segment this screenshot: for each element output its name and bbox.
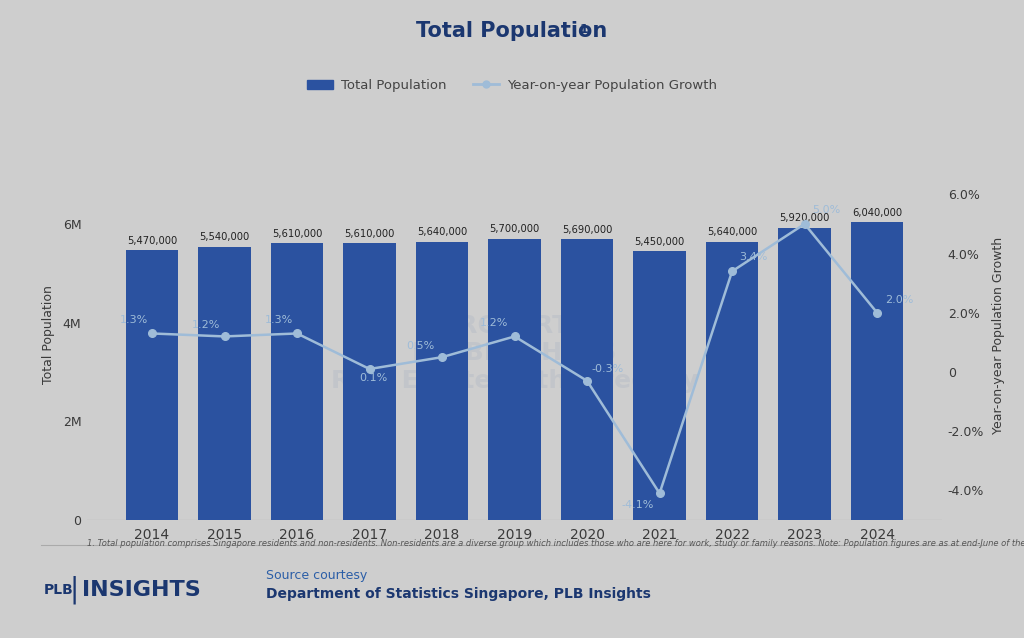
Text: 5,610,000: 5,610,000 (344, 229, 394, 239)
Bar (561, 239, 613, 520)
Text: 1.2%: 1.2% (480, 318, 509, 328)
Text: 5,610,000: 5,610,000 (271, 229, 323, 239)
Legend: Total Population, Year-on-year Population Growth: Total Population, Year-on-year Populatio… (301, 73, 723, 97)
Text: INSIGHTS: INSIGHTS (82, 580, 201, 600)
Text: 5,470,000: 5,470,000 (127, 235, 177, 246)
Text: 1.3%: 1.3% (120, 315, 148, 325)
Text: Department of Statistics Singapore, PLB Insights: Department of Statistics Singapore, PLB … (266, 587, 651, 601)
Bar (416, 242, 468, 520)
Text: 5,700,000: 5,700,000 (489, 225, 540, 234)
Text: 0.5%: 0.5% (407, 341, 434, 351)
Text: 5,640,000: 5,640,000 (417, 227, 467, 237)
Bar (488, 239, 541, 520)
Text: 6,040,000: 6,040,000 (852, 207, 902, 218)
Text: 5,690,000: 5,690,000 (562, 225, 612, 235)
Text: 5,920,000: 5,920,000 (779, 214, 829, 223)
Y-axis label: Year-on-year Population Growth: Year-on-year Population Growth (992, 237, 1006, 433)
Bar (706, 242, 758, 520)
Text: 3.4%: 3.4% (739, 253, 768, 262)
Text: 5,640,000: 5,640,000 (707, 227, 757, 237)
Bar (126, 250, 178, 520)
Text: |: | (69, 576, 79, 604)
Bar (199, 247, 251, 520)
Text: 2.0%: 2.0% (885, 295, 913, 306)
Bar (778, 228, 830, 520)
Text: -0.3%: -0.3% (591, 364, 624, 375)
Y-axis label: Total Population: Total Population (42, 286, 54, 384)
Text: Source courtesy: Source courtesy (266, 569, 368, 582)
Bar (271, 243, 324, 520)
Text: 0.1%: 0.1% (359, 373, 387, 383)
Bar (851, 222, 903, 520)
Text: PROPERTY
MR BROTHERS
Real Estate With Integrity: PROPERTY MR BROTHERS Real Estate With In… (331, 314, 698, 393)
Text: Total Population: Total Population (417, 22, 607, 41)
Text: 1: 1 (580, 24, 589, 36)
Text: 5,540,000: 5,540,000 (200, 232, 250, 242)
Text: -4.1%: -4.1% (622, 500, 654, 510)
Bar (634, 251, 686, 520)
Text: 1.3%: 1.3% (265, 315, 293, 325)
Text: PLB: PLB (44, 583, 74, 597)
Text: 1. Total population comprises Singapore residents and non-residents. Non-residen: 1. Total population comprises Singapore … (87, 539, 1024, 548)
Text: 5,450,000: 5,450,000 (635, 237, 685, 247)
Bar (343, 243, 395, 520)
Text: 5.0%: 5.0% (812, 205, 841, 215)
Text: 1.2%: 1.2% (193, 320, 220, 330)
